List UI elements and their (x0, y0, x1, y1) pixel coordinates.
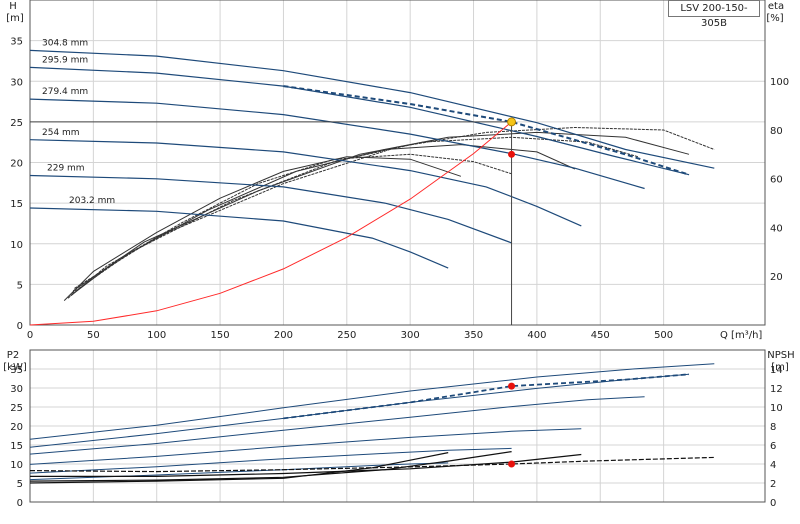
y2-tick-label: 80 (770, 126, 783, 137)
head-curve (29, 174, 512, 244)
system-curve (29, 121, 512, 326)
power-curve (29, 363, 715, 440)
x-tick-label: 350 (464, 330, 483, 341)
y-axis-label: H (9, 1, 17, 12)
impeller-diameter-label: 295.9 mm (42, 55, 88, 65)
npsh-tick-label: 6 (770, 441, 776, 452)
x-tick-label: 500 (654, 330, 673, 341)
power-plot-frame (29, 349, 766, 503)
head-curve (29, 49, 715, 169)
power-curve (29, 462, 449, 481)
head-curve (29, 207, 449, 269)
npsh-tick-label: 10 (770, 403, 783, 414)
p2-tick-label: 25 (10, 403, 23, 414)
duty-point-marker (507, 117, 517, 127)
x-tick-label: 50 (87, 330, 100, 341)
y-tick-label: 10 (10, 240, 23, 251)
npsh-curve (29, 452, 449, 484)
npsh-axis-unit: [m] (771, 362, 789, 373)
x-tick-label: 100 (147, 330, 166, 341)
npsh-curve (29, 456, 715, 473)
p2-tick-label: 10 (10, 460, 23, 471)
npsh-tick-label: 4 (770, 460, 776, 471)
npsh-point-marker (508, 460, 516, 468)
x-tick-label: 200 (274, 330, 293, 341)
head-curve (29, 66, 690, 176)
p2-axis-label: P2 (7, 350, 19, 361)
y-axis-unit: [m] (6, 13, 24, 24)
power-curve (29, 447, 512, 474)
impeller-diameter-label: 279.4 mm (42, 87, 88, 97)
npsh-tick-label: 14 (770, 365, 783, 376)
head-curve (29, 98, 645, 190)
p2-tick-label: 0 (17, 498, 23, 509)
npsh-tick-label: 12 (770, 384, 783, 395)
npsh-tick-label: 8 (770, 422, 776, 433)
x-tick-label: 150 (211, 330, 230, 341)
x-tick-label: 0 (27, 330, 33, 341)
x-tick-label: 250 (337, 330, 356, 341)
impeller-diameter-label: 304.8 mm (42, 38, 88, 48)
efficiency-point-marker (508, 150, 516, 158)
y-tick-label: 35 (10, 37, 23, 48)
y-tick-label: 25 (10, 118, 23, 129)
p2-tick-label: 30 (10, 384, 23, 395)
npsh-axis-label: NPSH (767, 350, 794, 361)
x-axis-label: Q [m³/h] (720, 330, 762, 341)
power-curve (29, 428, 582, 465)
head-curve (29, 139, 582, 227)
y2-axis-label: eta (768, 1, 784, 12)
impeller-diameter-label: 254 mm (42, 128, 80, 138)
power-operating-range (283, 373, 690, 420)
npsh-tick-label: 0 (770, 498, 776, 509)
y-tick-label: 0 (17, 321, 23, 332)
x-tick-label: 450 (591, 330, 610, 341)
y2-tick-label: 20 (770, 272, 783, 283)
y-tick-label: 30 (10, 77, 23, 88)
power-point-marker (508, 382, 516, 390)
y-tick-label: 5 (17, 280, 23, 291)
head-plot-frame (29, 0, 766, 326)
pump-model-label: LSV 200-150-305B (668, 0, 760, 29)
y2-tick-label: 100 (770, 77, 789, 88)
p2-axis-unit: [kW] (3, 362, 27, 373)
x-tick-label: 400 (527, 330, 546, 341)
y2-tick-label: 40 (770, 223, 783, 234)
y2-tick-label: 60 (770, 175, 783, 186)
p2-tick-label: 20 (10, 422, 23, 433)
y2-axis-unit: [%] (766, 13, 783, 24)
y-tick-label: 15 (10, 199, 23, 210)
y-tick-label: 20 (10, 159, 23, 170)
power-curve (29, 373, 690, 448)
power-curve (29, 396, 645, 455)
x-tick-label: 300 (401, 330, 420, 341)
p2-tick-label: 35 (10, 365, 23, 376)
impeller-diameter-label: 203.2 mm (69, 196, 115, 206)
impeller-diameter-label: 229 mm (47, 164, 85, 174)
efficiency-curve (71, 136, 639, 294)
efficiency-curve (67, 153, 512, 299)
npsh-tick-label: 2 (770, 479, 776, 490)
npsh-curve (29, 451, 512, 482)
p2-tick-label: 5 (17, 479, 23, 490)
p2-tick-label: 15 (10, 441, 23, 452)
operating-range-curve (283, 85, 690, 176)
efficiency-curve (74, 126, 715, 289)
